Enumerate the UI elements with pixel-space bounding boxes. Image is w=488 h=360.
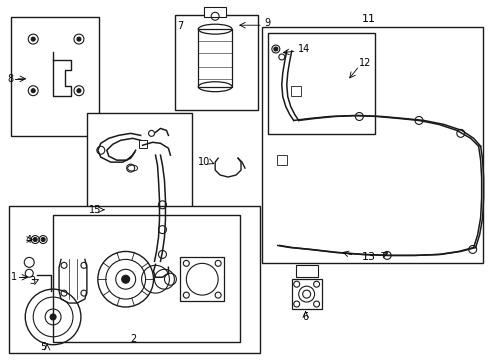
Circle shape — [41, 238, 45, 242]
Bar — [198, 29, 232, 87]
Text: 12: 12 — [359, 58, 371, 68]
Bar — [291, 279, 321, 309]
Text: 2: 2 — [130, 334, 137, 344]
Circle shape — [77, 37, 81, 41]
Circle shape — [33, 238, 37, 242]
Text: 1: 1 — [11, 272, 18, 282]
Bar — [11, 17, 99, 136]
Text: 3: 3 — [29, 276, 35, 286]
Bar — [204, 7, 225, 17]
Bar — [262, 27, 482, 264]
Bar — [290, 86, 300, 96]
Text: 4: 4 — [25, 234, 31, 244]
Text: 5: 5 — [40, 342, 46, 352]
Bar — [276, 155, 286, 165]
Text: 14: 14 — [297, 44, 309, 54]
Bar — [9, 206, 260, 353]
Circle shape — [77, 89, 81, 93]
Bar — [87, 113, 192, 281]
Text: 7: 7 — [177, 21, 183, 31]
Bar — [295, 265, 317, 277]
Bar — [138, 140, 146, 148]
Text: 8: 8 — [7, 74, 14, 84]
Text: 6: 6 — [302, 312, 308, 322]
Circle shape — [50, 314, 56, 320]
Text: 10: 10 — [198, 157, 210, 167]
Text: 11: 11 — [362, 14, 376, 24]
Text: 9: 9 — [264, 18, 269, 28]
Circle shape — [122, 275, 129, 283]
Circle shape — [273, 47, 277, 51]
Text: 13: 13 — [362, 252, 376, 262]
Circle shape — [31, 37, 35, 41]
Text: 15: 15 — [89, 205, 101, 215]
Bar — [267, 33, 374, 134]
Circle shape — [31, 89, 35, 93]
Bar — [53, 215, 240, 342]
Bar — [175, 15, 257, 109]
Bar — [180, 257, 224, 301]
